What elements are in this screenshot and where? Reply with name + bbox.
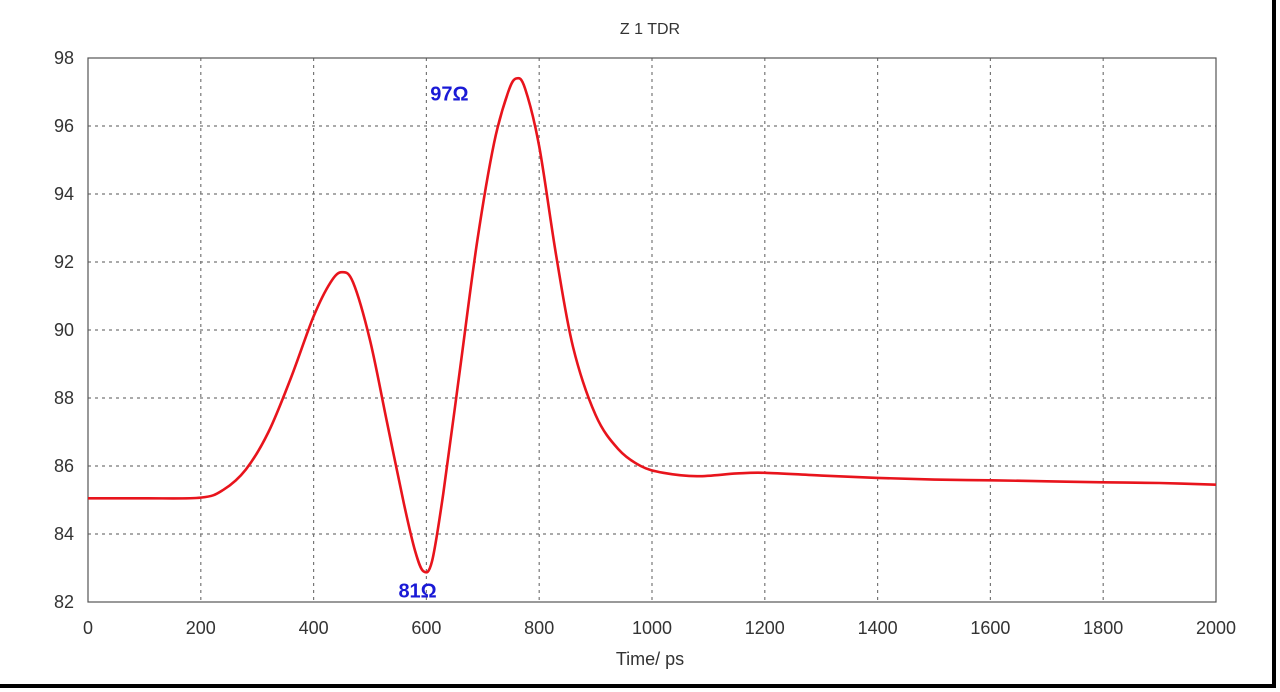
y-tick-label: 86 (54, 456, 74, 476)
x-tick-label: 800 (524, 618, 554, 638)
x-tick-label: 400 (299, 618, 329, 638)
annotation-label: 97Ω (430, 83, 468, 105)
y-tick-label: 94 (54, 184, 74, 204)
x-tick-label: 1600 (970, 618, 1010, 638)
x-tick-label: 0 (83, 618, 93, 638)
x-axis-ticks: 0 200 400 600 800 1000 1200 1400 1600 1800 2000 (83, 618, 1236, 638)
y-tick-label: 92 (54, 252, 74, 272)
series-layer (87, 76, 1217, 574)
x-tick-label: 2000 (1196, 618, 1236, 638)
y-tick-label: 84 (54, 524, 74, 544)
y-tick-label: 98 (54, 48, 74, 68)
x-tick-label: 1400 (858, 618, 898, 638)
x-axis-label: Time/ ps (616, 649, 684, 669)
chart-title: Z 1 TDR (620, 21, 680, 38)
x-tick-label: 1800 (1083, 618, 1123, 638)
x-tick-label: 1200 (745, 618, 785, 638)
y-axis-ticks: 82 84 86 88 90 92 94 96 98 (54, 48, 74, 612)
x-tick-label: 600 (411, 618, 441, 638)
annotations: 97Ω 81Ω (398, 83, 468, 602)
x-tick-label: 200 (186, 618, 216, 638)
y-tick-label: 82 (54, 592, 74, 612)
annotation-label: 81Ω (398, 580, 436, 602)
y-tick-label: 88 (54, 388, 74, 408)
x-tick-label: 1000 (632, 618, 672, 638)
y-tick-label: 90 (54, 320, 74, 340)
y-tick-label: 96 (54, 116, 74, 136)
tdr-series-line (87, 76, 1217, 574)
grid (88, 58, 1216, 602)
plot-area (87, 57, 1217, 603)
